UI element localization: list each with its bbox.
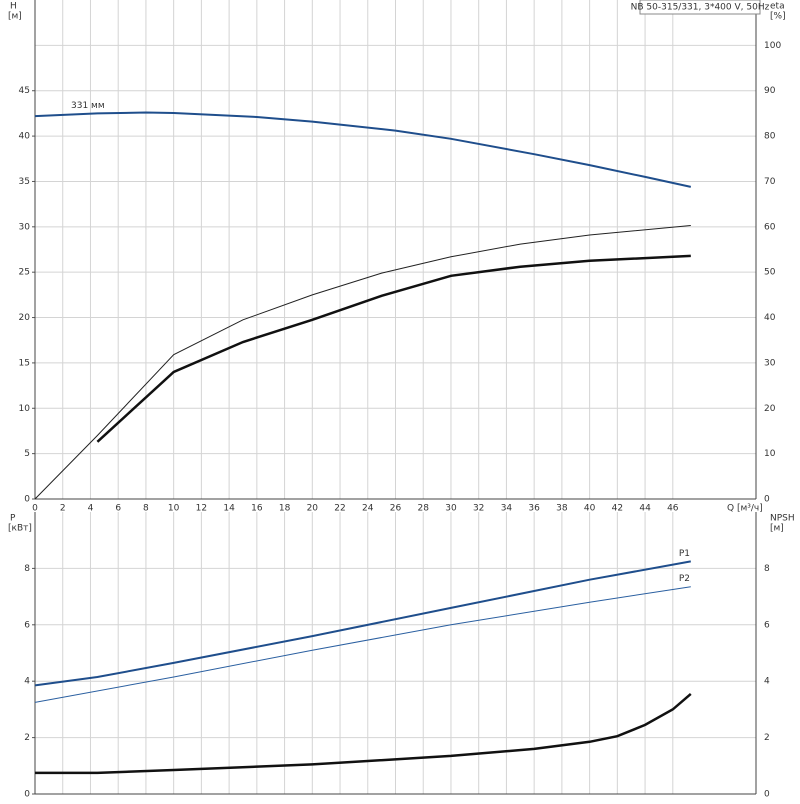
series-line [34, 111, 692, 188]
x-tick-label: 10 [168, 504, 180, 514]
x-tick-label: 44 [639, 504, 651, 514]
y2-axis-label: eta [770, 2, 785, 12]
y-tick-label: 40 [19, 132, 31, 142]
y-axis-label: P [10, 514, 16, 524]
y-tick-label: 6 [24, 620, 30, 630]
x-tick-label: 24 [362, 504, 374, 514]
y-axis-label: H [10, 2, 17, 12]
y-tick-label: 2 [24, 733, 30, 743]
y2-tick-label: 0 [764, 495, 770, 505]
x-tick-label: 40 [584, 504, 596, 514]
y-tick-label: 35 [19, 177, 30, 187]
x-tick-label: 38 [556, 504, 568, 514]
y-tick-label: 20 [19, 313, 31, 323]
x-tick-label: 32 [473, 504, 484, 514]
title-box [639, 0, 761, 15]
x-tick-label: 42 [612, 504, 623, 514]
y-tick-label: 0 [24, 790, 30, 800]
y-tick-label: 30 [19, 222, 31, 232]
series-label: 331 мм [71, 101, 105, 111]
x-tick-label: 8 [143, 504, 149, 514]
x-tick-label: 30 [445, 504, 457, 514]
y2-tick-label: 40 [764, 313, 776, 323]
x-tick-label: 26 [390, 504, 402, 514]
x-tick-label: 6 [115, 504, 121, 514]
y2-tick-label: 70 [764, 177, 776, 187]
y2-axis-unit: [%] [770, 12, 786, 22]
x-tick-label: 36 [528, 504, 540, 514]
chart-title: NB 50-315/331, 3*400 V, 50Hz [631, 3, 770, 13]
x-tick-label: 16 [251, 504, 263, 514]
y-axis-unit: [м] [8, 12, 22, 22]
x-tick-label: 18 [279, 504, 291, 514]
y2-tick-label: 80 [764, 132, 776, 142]
y-tick-label: 45 [19, 86, 30, 96]
y-tick-label: 5 [24, 449, 30, 459]
y2-tick-label: 60 [764, 222, 776, 232]
x-tick-label: 46 [667, 504, 679, 514]
y2-tick-label: 100 [764, 41, 781, 51]
y-tick-label: 0 [24, 495, 30, 505]
y2-tick-label: 50 [764, 268, 776, 278]
series-label: P2 [679, 574, 690, 584]
y2-tick-label: 90 [764, 86, 776, 96]
y-tick-label: 10 [19, 404, 31, 414]
y2-tick-label: 0 [764, 790, 770, 800]
x-tick-label: 20 [307, 504, 319, 514]
y-tick-label: 25 [19, 268, 30, 278]
y2-tick-label: 8 [764, 564, 770, 574]
y2-tick-label: 20 [764, 404, 776, 414]
x-tick-label: 12 [196, 504, 207, 514]
y2-tick-label: 30 [764, 358, 776, 368]
x-tick-label: 4 [88, 504, 94, 514]
series-label: P1 [679, 549, 690, 559]
series-line [34, 560, 691, 687]
y2-tick-label: 10 [764, 449, 776, 459]
y-tick-label: 4 [24, 677, 30, 687]
y2-axis-unit: [м] [770, 524, 784, 534]
x-tick-label: 14 [223, 504, 235, 514]
x-tick-label: 22 [334, 504, 345, 514]
series-line [34, 586, 691, 703]
series-line [35, 692, 692, 775]
y-tick-label: 15 [19, 358, 30, 368]
y2-tick-label: 6 [764, 620, 770, 630]
x-tick-label: 2 [60, 504, 66, 514]
y-axis-unit: [кВт] [8, 524, 32, 534]
x-tick-label: 0 [32, 504, 38, 514]
y2-axis-label: NPSH [770, 514, 795, 524]
x-tick-label: 28 [418, 504, 430, 514]
y-tick-label: 8 [24, 564, 30, 574]
x-axis-label: Q [м³/ч] [727, 504, 763, 514]
series-line [34, 225, 691, 500]
y2-tick-label: 2 [764, 733, 770, 743]
x-tick-label: 34 [501, 504, 513, 514]
series-line [96, 254, 691, 443]
y2-tick-label: 4 [764, 677, 770, 687]
